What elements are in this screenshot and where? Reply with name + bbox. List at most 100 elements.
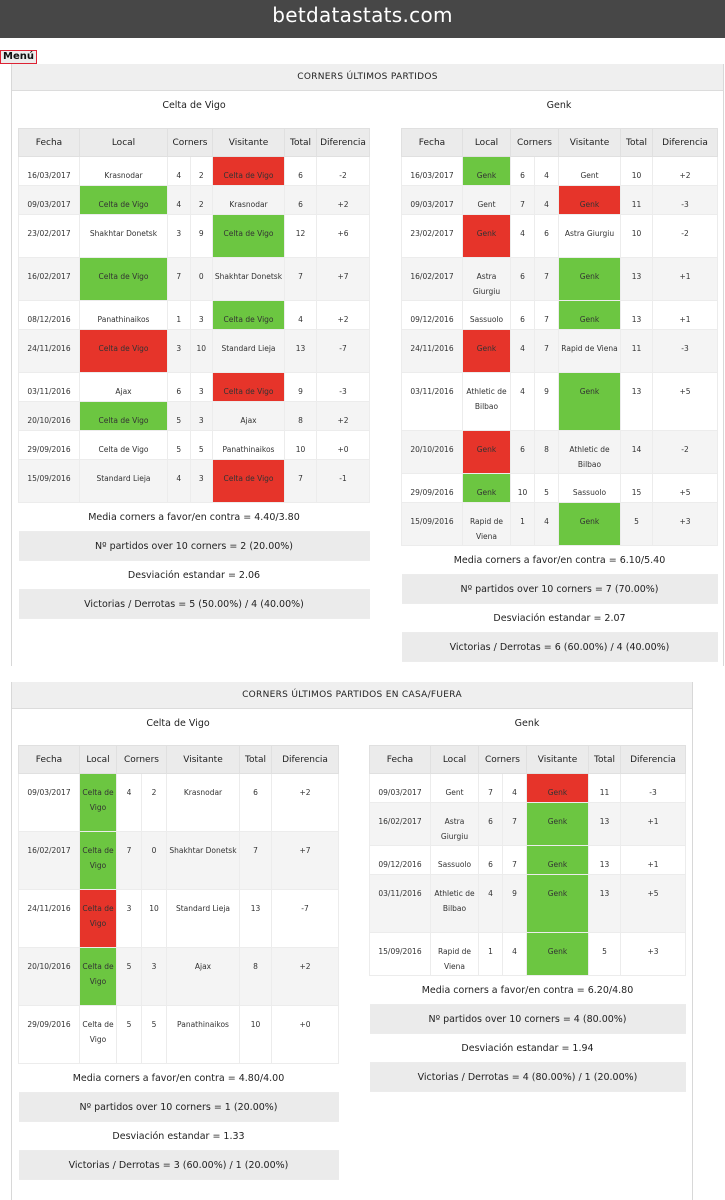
col-header-diferencia[interactable]: Diferencia <box>620 745 686 774</box>
col-header-local[interactable]: Local <box>462 128 511 157</box>
col-header-total[interactable]: Total <box>239 745 272 774</box>
total-corners: 4 <box>284 300 317 330</box>
total-corners: 13 <box>620 372 653 431</box>
away-corners: 4 <box>502 932 527 976</box>
table-header-row: Fecha Local Corners Visitante Total Diferenci… <box>401 128 718 157</box>
match-date: 03/11/2016 <box>369 874 431 933</box>
col-header-visitante[interactable]: Visitante <box>558 128 621 157</box>
col-header-visitante[interactable]: Visitante <box>166 745 240 774</box>
col-header-fecha[interactable]: Fecha <box>18 745 80 774</box>
home-team: Celta de Vigo <box>79 1005 117 1064</box>
match-date: 29/09/2016 <box>18 430 80 460</box>
total-corners: 13 <box>620 300 653 330</box>
corner-difference: +5 <box>652 473 718 503</box>
col-header-diferencia[interactable]: Diferencia <box>652 128 718 157</box>
away-corners: 10 <box>189 329 213 373</box>
match-row: 09/03/2017 Celta de Vigo 4 2 Krasnodar 6 +2 <box>18 185 370 215</box>
team-title-right: Genk <box>546 100 572 111</box>
match-date: 16/02/2017 <box>401 257 463 301</box>
col-header-diferencia[interactable]: Diferencia <box>316 128 370 157</box>
col-header-corners[interactable]: Corners <box>116 745 167 774</box>
away-team: Celta de Vigo <box>212 156 285 186</box>
away-team: Sassuolo <box>558 473 621 503</box>
table-header-row: Fecha Local Corners Visitante Total Diferenci… <box>18 128 370 157</box>
total-corners: 10 <box>620 214 653 258</box>
col-header-fecha[interactable]: Fecha <box>401 128 463 157</box>
total-corners: 13 <box>588 845 621 875</box>
away-corners: 10 <box>141 889 167 948</box>
home-corners: 5 <box>116 947 142 1006</box>
corner-difference: +1 <box>620 802 686 846</box>
col-header-fecha[interactable]: Fecha <box>18 128 80 157</box>
stat-over-10: Nº partidos over 10 corners = 4 (80.00%) <box>369 1004 686 1034</box>
stat-std-dev: Desviación estandar = 1.33 <box>18 1121 339 1151</box>
away-team: Ajax <box>212 401 285 431</box>
col-header-local[interactable]: Local <box>79 745 117 774</box>
home-team: Genk <box>462 329 511 373</box>
summary-row: Desviación estandar = 1.33 <box>18 1121 339 1151</box>
home-team: Sassuolo <box>462 300 511 330</box>
menu-button[interactable]: Menú <box>0 50 37 64</box>
col-header-total[interactable]: Total <box>620 128 653 157</box>
site-title[interactable]: betdatastats.com <box>272 3 453 27</box>
away-corners: 3 <box>141 947 167 1006</box>
match-date: 09/03/2017 <box>18 773 80 832</box>
summary-row: Desviación estandar = 2.06 <box>18 560 370 590</box>
home-team: Genk <box>462 214 511 258</box>
match-date: 15/09/2016 <box>401 502 463 546</box>
home-team: Shakhtar Donetsk <box>79 214 168 258</box>
summary-row: Victorias / Derrotas = 6 (60.00%) / 4 (4… <box>401 632 718 662</box>
corners-table-genk: Fecha Local Corners Visitante Total Diferenci… <box>401 128 718 662</box>
match-date: 09/12/2016 <box>401 300 463 330</box>
total-corners: 13 <box>284 329 317 373</box>
home-corners: 7 <box>478 773 503 803</box>
total-corners: 11 <box>620 329 653 373</box>
col-header-total[interactable]: Total <box>588 745 621 774</box>
col-header-diferencia[interactable]: Diferencia <box>271 745 339 774</box>
col-header-local[interactable]: Local <box>79 128 168 157</box>
match-row: 16/02/2017 Astra Giurgiu 6 7 Genk 13 +1 <box>401 257 718 301</box>
away-corners: 2 <box>189 156 213 186</box>
match-date: 29/09/2016 <box>18 1005 80 1064</box>
match-date: 20/10/2016 <box>401 430 463 474</box>
match-date: 20/10/2016 <box>18 401 80 431</box>
match-date: 15/09/2016 <box>18 459 80 503</box>
total-corners: 14 <box>620 430 653 474</box>
home-corners: 6 <box>510 300 535 330</box>
col-header-corners[interactable]: Corners <box>510 128 559 157</box>
match-row: 24/11/2016 Genk 4 7 Rapid de Viena 11 -3 <box>401 329 718 373</box>
col-header-fecha[interactable]: Fecha <box>369 745 431 774</box>
home-team: Genk <box>462 473 511 503</box>
col-header-visitante[interactable]: Visitante <box>212 128 285 157</box>
col-header-corners[interactable]: Corners <box>167 128 213 157</box>
corner-difference: +1 <box>620 845 686 875</box>
col-header-local[interactable]: Local <box>430 745 479 774</box>
home-team: Athletic de Bilbao <box>430 874 479 933</box>
away-corners: 9 <box>502 874 527 933</box>
match-date: 24/11/2016 <box>401 329 463 373</box>
match-date: 09/03/2017 <box>18 185 80 215</box>
away-team: Standard Lieja <box>166 889 240 948</box>
summary-row: Victorias / Derrotas = 4 (80.00%) / 1 (2… <box>369 1062 686 1092</box>
away-team: Panathinaikos <box>212 430 285 460</box>
col-header-visitante[interactable]: Visitante <box>526 745 589 774</box>
away-corners: 4 <box>534 502 559 546</box>
away-team: Genk <box>558 502 621 546</box>
match-date: 08/12/2016 <box>18 300 80 330</box>
total-corners: 5 <box>620 502 653 546</box>
col-header-corners[interactable]: Corners <box>478 745 527 774</box>
home-team: Celta de Vigo <box>79 401 168 431</box>
home-corners: 3 <box>116 889 142 948</box>
home-team: Gent <box>430 773 479 803</box>
col-header-total[interactable]: Total <box>284 128 317 157</box>
match-row: 23/02/2017 Genk 4 6 Astra Giurgiu 10 -2 <box>401 214 718 258</box>
summary-row: Media corners a favor/en contra = 6.10/5… <box>401 545 718 575</box>
home-team: Astra Giurgiu <box>462 257 511 301</box>
corner-difference: +2 <box>652 156 718 186</box>
home-corners: 7 <box>510 185 535 215</box>
away-team: Genk <box>558 257 621 301</box>
away-corners: 8 <box>534 430 559 474</box>
match-row: 16/02/2017 Celta de Vigo 7 0 Shakhtar Donets… <box>18 831 339 890</box>
summary-row: Victorias / Derrotas = 3 (60.00%) / 1 (2… <box>18 1150 339 1180</box>
home-corners: 4 <box>116 773 142 832</box>
